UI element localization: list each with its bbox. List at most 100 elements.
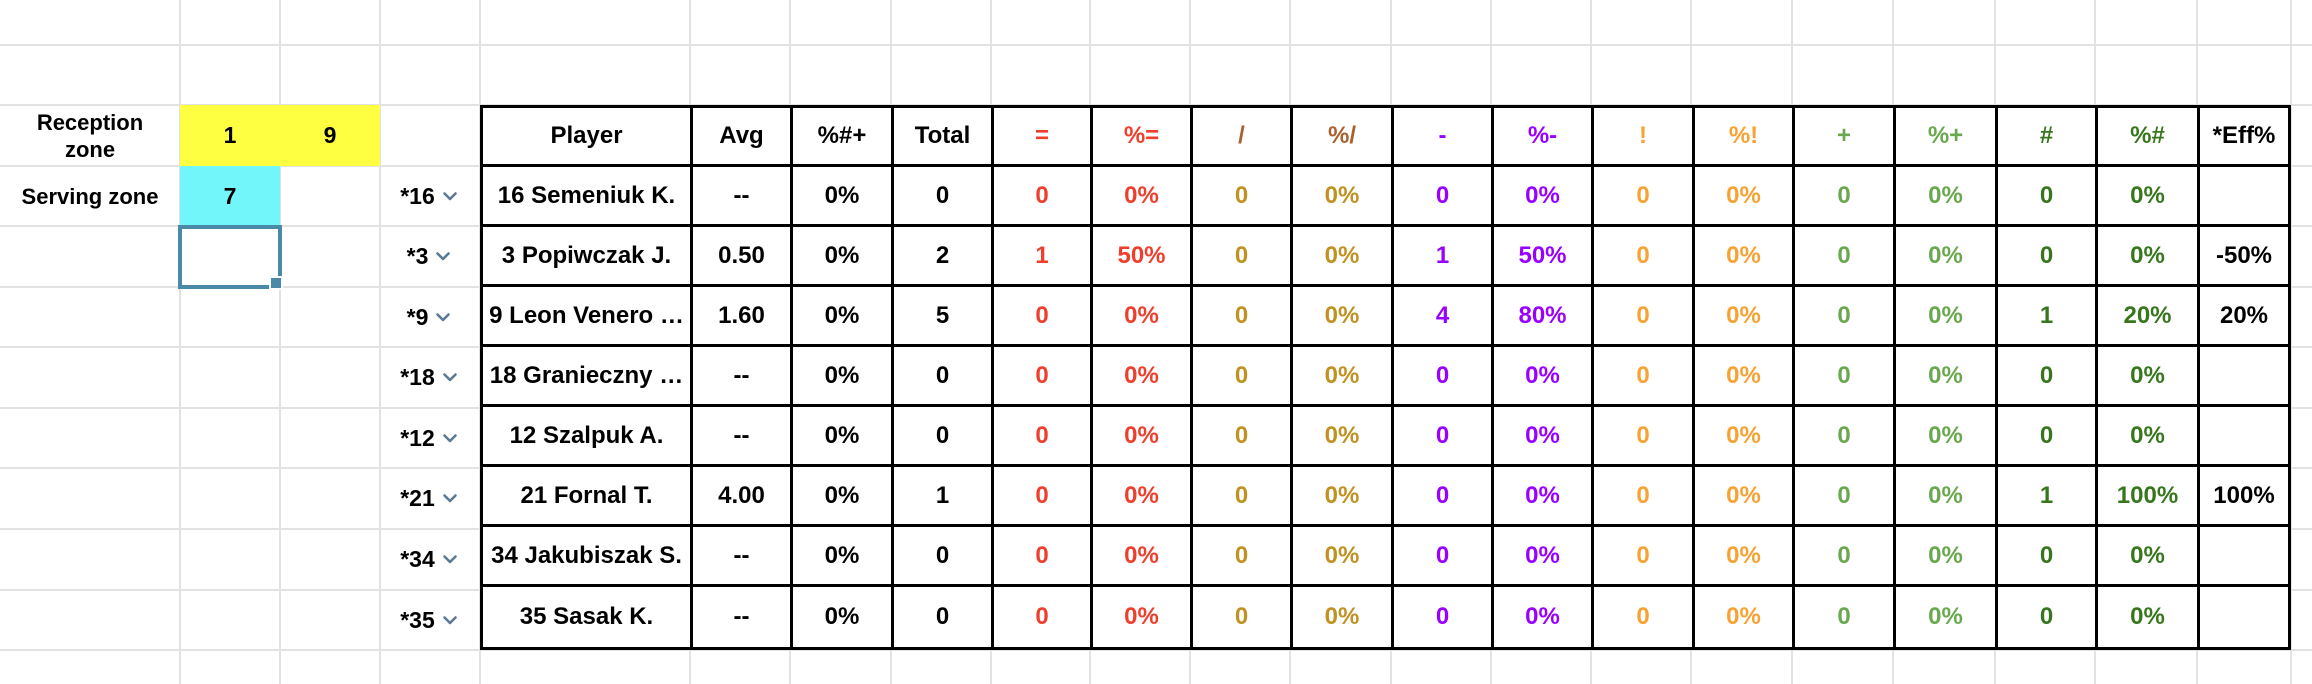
fill-handle[interactable] [269,276,283,290]
cell-eq[interactable]: 0 [994,467,1093,527]
cell-plus[interactable]: 0 [1795,287,1896,347]
cell-pct-excl[interactable]: 0% [1695,347,1795,407]
cell-avg[interactable]: 0.50 [693,227,793,287]
header-cell-eq[interactable]: = [994,108,1093,167]
player-selector-3[interactable]: *3 [380,226,480,286]
cell-eq[interactable]: 1 [994,227,1093,287]
player-selector-16[interactable]: *16 [380,166,480,226]
cell-pct-excl[interactable]: 0% [1695,527,1795,587]
cell-avg[interactable]: -- [693,587,793,647]
cell-minus[interactable]: 0 [1394,347,1494,407]
cell-player[interactable]: 21 Fornal T. [483,467,693,527]
cell-player[interactable]: 3 Popiwczak J. [483,227,693,287]
cell-pct-hash[interactable]: 0% [2098,347,2200,407]
cell-pct-hash[interactable]: 100% [2098,467,2200,527]
cell-pct-slash[interactable]: 0% [1293,227,1394,287]
cell-pct-eq[interactable]: 0% [1093,407,1193,467]
cell-excl[interactable]: 0 [1594,527,1695,587]
cell-pct-plus[interactable]: 0% [1896,227,1998,287]
cell-total[interactable]: 0 [894,527,994,587]
cell-eff[interactable] [2200,347,2288,407]
cell-eff[interactable]: -50% [2200,227,2288,287]
header-cell-pct-excl[interactable]: %! [1695,108,1795,167]
header-cell-hash[interactable]: # [1998,108,2098,167]
cell-excl[interactable]: 0 [1594,407,1695,467]
cell-pct-hash-plus[interactable]: 0% [793,587,894,647]
cell-player[interactable]: 18 Granieczny … [483,347,693,407]
cell-slash[interactable]: 0 [1193,467,1293,527]
cell-pct-slash[interactable]: 0% [1293,347,1394,407]
cell-excl[interactable]: 0 [1594,467,1695,527]
cell-pct-plus[interactable]: 0% [1896,467,1998,527]
cell-pct-hash[interactable]: 0% [2098,527,2200,587]
cell-pct-excl[interactable]: 0% [1695,287,1795,347]
cell-slash[interactable]: 0 [1193,347,1293,407]
cell-pct-slash[interactable]: 0% [1293,407,1394,467]
cell-pct-hash[interactable]: 0% [2098,407,2200,467]
header-cell-pct-minus[interactable]: %- [1494,108,1594,167]
cell-player[interactable]: 12 Szalpuk A. [483,407,693,467]
cell-slash[interactable]: 0 [1193,167,1293,227]
cell-excl[interactable]: 0 [1594,227,1695,287]
cell-pct-excl[interactable]: 0% [1695,167,1795,227]
cell-minus[interactable]: 0 [1394,467,1494,527]
cell-player[interactable]: 9 Leon Venero … [483,287,693,347]
cell-eq[interactable]: 0 [994,587,1093,647]
cell-pct-eq[interactable]: 0% [1093,527,1193,587]
cell-pct-hash-plus[interactable]: 0% [793,467,894,527]
cell-plus[interactable]: 0 [1795,227,1896,287]
cell-total[interactable]: 0 [894,347,994,407]
cell-total[interactable]: 2 [894,227,994,287]
cell-player[interactable]: 34 Jakubiszak S. [483,527,693,587]
cell-eff[interactable] [2200,407,2288,467]
cell-pct-plus[interactable]: 0% [1896,287,1998,347]
cell-pct-hash-plus[interactable]: 0% [793,287,894,347]
cell-pct-hash[interactable]: 0% [2098,587,2200,647]
cell-slash[interactable]: 0 [1193,287,1293,347]
cell-pct-slash[interactable]: 0% [1293,167,1394,227]
serving-zone-value[interactable]: 7 [180,166,280,227]
serving-zone-label[interactable]: Serving zone [21,184,159,209]
cell-slash[interactable]: 0 [1193,227,1293,287]
cell-avg[interactable]: -- [693,527,793,587]
header-cell-pct-hash[interactable]: %# [2098,108,2200,167]
cell-pct-excl[interactable]: 0% [1695,467,1795,527]
player-selector-9[interactable]: *9 [380,287,480,347]
reception-zone-label[interactable]: Reception zone [36,109,144,162]
header-cell-pct-plus[interactable]: %+ [1896,108,1998,167]
cell-eq[interactable]: 0 [994,167,1093,227]
cell-pct-excl[interactable]: 0% [1695,587,1795,647]
header-cell-excl[interactable]: ! [1594,108,1695,167]
selected-cell[interactable] [178,225,283,290]
cell-pct-minus[interactable]: 0% [1494,167,1594,227]
cell-excl[interactable]: 0 [1594,347,1695,407]
cell-plus[interactable]: 0 [1795,527,1896,587]
cell-pct-hash[interactable]: 20% [2098,287,2200,347]
cell-total[interactable]: 0 [894,587,994,647]
cell-avg[interactable]: -- [693,167,793,227]
cell-pct-hash-plus[interactable]: 0% [793,167,894,227]
cell-pct-plus[interactable]: 0% [1896,587,1998,647]
cell-pct-eq[interactable]: 0% [1093,587,1193,647]
cell-minus[interactable]: 0 [1394,587,1494,647]
cell-player[interactable]: 35 Sasak K. [483,587,693,647]
cell-pct-excl[interactable]: 0% [1695,407,1795,467]
player-selector-18[interactable]: *18 [380,347,480,407]
cell-pct-slash[interactable]: 0% [1293,287,1394,347]
cell-pct-eq[interactable]: 0% [1093,287,1193,347]
header-cell-pct-slash[interactable]: %/ [1293,108,1394,167]
header-cell-player[interactable]: Player [483,108,693,167]
cell-total[interactable]: 5 [894,287,994,347]
cell-minus[interactable]: 4 [1394,287,1494,347]
cell-pct-eq[interactable]: 0% [1093,347,1193,407]
cell-total[interactable]: 0 [894,167,994,227]
cell-pct-excl[interactable]: 0% [1695,227,1795,287]
cell-pct-minus[interactable]: 0% [1494,527,1594,587]
cell-minus[interactable]: 0 [1394,167,1494,227]
cell-pct-eq[interactable]: 0% [1093,467,1193,527]
cell-pct-hash-plus[interactable]: 0% [793,347,894,407]
cell-pct-plus[interactable]: 0% [1896,527,1998,587]
reception-zone-value-2[interactable]: 9 [280,105,380,166]
reception-zone-value-1[interactable]: 1 [180,105,280,166]
cell-pct-minus[interactable]: 0% [1494,347,1594,407]
